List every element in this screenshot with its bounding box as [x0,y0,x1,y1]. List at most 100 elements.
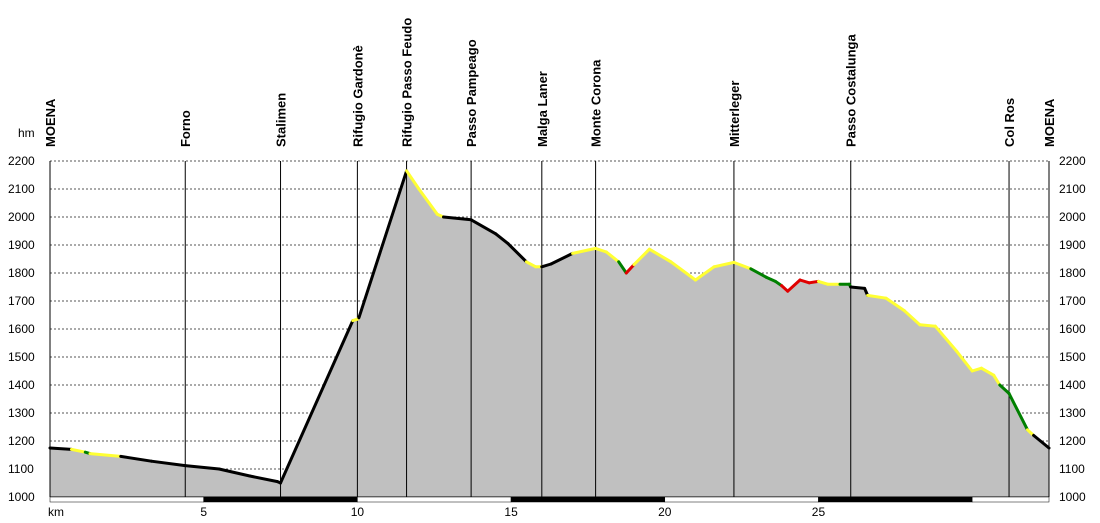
profile-segment-5 [149,459,187,468]
waypoint-lines [184,161,1010,497]
y-tick-label-left-1500: 1500 [8,350,35,364]
y-tick-label-right-1400: 1400 [1059,378,1086,392]
y-tick-label-left-1300: 1300 [8,406,35,420]
y-axis-left: 1000 1100 1200 1300 1400 1500 1600 1700 1800 1900… [8,154,35,504]
profile-segment-31 [647,247,673,264]
profile-segment-35 [732,260,753,271]
x-tick-label-5: 5 [200,505,207,519]
waypoint-label-3: Rifugio Gardonè [350,45,365,147]
waypoint-label-4: Rifugio Passo Feudo [400,18,415,147]
y-axis-right: 1000 1100 1200 1300 1400 1500 1600 1700 1800 1900… [1059,154,1086,504]
profile-segment-17 [442,215,473,222]
y-tick-label-left-2100: 2100 [8,182,35,196]
profile-segment-40 [786,278,802,293]
waypoint-label-0: MOENA [43,98,58,147]
profile-segment-37 [764,275,777,283]
profile-segment-59 [1007,391,1029,432]
km-band-0 [49,496,204,503]
y-tick-label-left-1800: 1800 [8,266,35,280]
y-tick-label-left-1600: 1600 [8,322,35,336]
profile-line [48,169,1051,485]
profile-segment-13 [357,169,409,320]
profile-segment-54 [955,349,974,373]
km-band-25 [818,496,973,503]
profile-segment-42 [807,279,820,285]
profile-segment-43 [817,279,830,286]
y-tick-label-right-1900: 1900 [1059,238,1086,252]
y-tick-label-right-2100: 2100 [1059,182,1086,196]
km-band-5 [203,496,358,503]
waypoint-label-5: Passo Pampeago [464,39,479,147]
profile-segment-18 [469,218,498,236]
profile-segment-57 [992,373,1002,387]
profile-segment-3 [88,452,123,458]
profile-segment-0 [48,446,73,451]
y-tick-label-left-1100: 1100 [8,462,34,476]
profile-segment-14 [405,169,421,191]
y-tick-label-right-2200: 2200 [1059,154,1086,168]
km-band-15 [510,496,666,503]
x-axis: 5 10 15 20 25 [200,505,825,519]
waypoint-labels: MOENA Forno Stalimen Rifugio Gardonè Rifugio… [43,18,1057,147]
profile-segment-56 [979,366,996,377]
profile-segment-26 [594,246,608,254]
profile-segment-47 [849,285,867,290]
profile-segment-15 [417,187,439,216]
profile-segment-1 [70,447,87,454]
profile-segment-7 [217,467,252,478]
y-tick-label-left-1700: 1700 [8,294,35,308]
y-tick-label-left-1200: 1200 [8,434,35,448]
profile-segment-29 [624,263,636,275]
y-tick-label-right-2000: 2000 [1059,210,1086,224]
waypoint-label-1: Forno [178,110,193,147]
y-unit-label: hm [18,126,35,140]
profile-segment-21 [524,260,538,269]
y-tick-label-right-1700: 1700 [1059,294,1086,308]
y-tick-label-right-1300: 1300 [1059,406,1086,420]
profile-segment-23 [540,262,553,269]
x-tick-label-20: 20 [658,505,672,519]
profile-segment-8 [248,474,279,484]
y-tick-label-right-1500: 1500 [1059,350,1086,364]
profile-segment-32 [669,260,697,282]
elevation-area [50,170,1049,498]
profile-segment-10 [279,319,355,485]
waypoint-label-6: Malga Laner [535,71,550,147]
y-tick-label-right-1000: 1000 [1059,490,1086,504]
x-tick-label-15: 15 [504,505,518,519]
profile-segment-34 [712,260,736,269]
profile-segment-53 [933,324,959,353]
profile-segment-4 [119,454,153,463]
profile-segment-55 [970,366,983,373]
profile-segment-30 [632,247,651,267]
y-tick-label-left-1900: 1900 [8,238,35,252]
profile-segment-50 [884,296,906,313]
waypoint-label-2: Stalimen [274,93,289,147]
km-band-30 [971,496,1050,503]
profile-segment-33 [694,265,716,282]
waypoint-label-9: Passo Costalunga [844,34,859,147]
y-tick-label-left-2000: 2000 [8,210,35,224]
y-tick-label-right-1200: 1200 [1059,434,1086,448]
y-tick-label-right-1800: 1800 [1059,266,1086,280]
profile-segment-51 [903,309,922,327]
profile-segment-6 [183,464,221,471]
x-tick-label-10: 10 [351,505,365,519]
profile-segment-24 [549,251,575,266]
y-tick-label-right-1600: 1600 [1059,322,1086,336]
profile-segment-49 [866,293,888,300]
km-band-10 [357,496,512,503]
profile-segment-20 [506,242,528,264]
x-tick-label-25: 25 [812,505,826,519]
km-scale-band [49,496,1050,503]
waypoint-label-8: Mitterleger [727,81,742,147]
y-tick-label-left-2200: 2200 [8,154,35,168]
profile-segment-28 [617,260,628,275]
profile-segment-41 [798,278,811,285]
y-tick-label-left-1000: 1000 [8,490,35,504]
profile-segment-19 [494,232,510,246]
profile-segment-61 [1032,433,1051,450]
profile-segment-52 [918,323,937,328]
km-band-20 [664,496,819,503]
waypoint-label-7: Monte Corona [589,59,604,147]
